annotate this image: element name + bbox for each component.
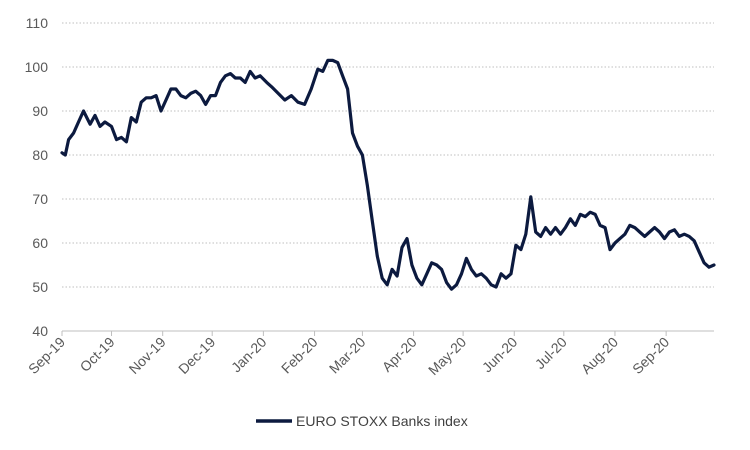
y-tick-label: 70 [32, 191, 48, 207]
x-tick-label: May-20 [425, 334, 469, 378]
y-tick-label: 40 [32, 323, 48, 339]
y-tick-label: 90 [32, 103, 48, 119]
x-tick-label: Apr-20 [379, 334, 420, 375]
y-axis-ticks: 40 50 60 70 80 90 100 110 [25, 15, 49, 339]
gridlines [62, 22, 714, 288]
x-tick-label: Aug-20 [578, 334, 621, 377]
legend: EURO STOXX Banks index [256, 413, 468, 429]
x-tick-label: Sep-19 [25, 334, 68, 377]
x-axis-ticks: Sep-19 Oct-19 Nov-19 Dec-19 Jan-20 Feb-20 Mar-… [25, 331, 672, 378]
x-tick-label: Jan-20 [228, 334, 270, 376]
x-tick-label: Mar-20 [326, 334, 369, 377]
y-tick-label: 80 [32, 147, 48, 163]
x-tick-label: Feb-20 [278, 334, 321, 377]
x-tick-label: Sep-20 [629, 334, 672, 377]
legend-label: EURO STOXX Banks index [296, 413, 468, 429]
y-tick-label: 50 [32, 279, 48, 295]
x-tick-label: Jun-20 [479, 334, 521, 376]
y-tick-label: 100 [25, 59, 49, 75]
y-tick-label: 60 [32, 235, 48, 251]
x-tick-label: Jul-20 [532, 334, 570, 372]
x-tick-label: Oct-19 [77, 334, 118, 375]
x-tick-label: Dec-19 [175, 334, 218, 377]
y-tick-label: 110 [26, 15, 49, 31]
series-line [60, 58, 716, 291]
x-tick-label: Nov-19 [126, 334, 169, 377]
series-group [60, 58, 716, 291]
